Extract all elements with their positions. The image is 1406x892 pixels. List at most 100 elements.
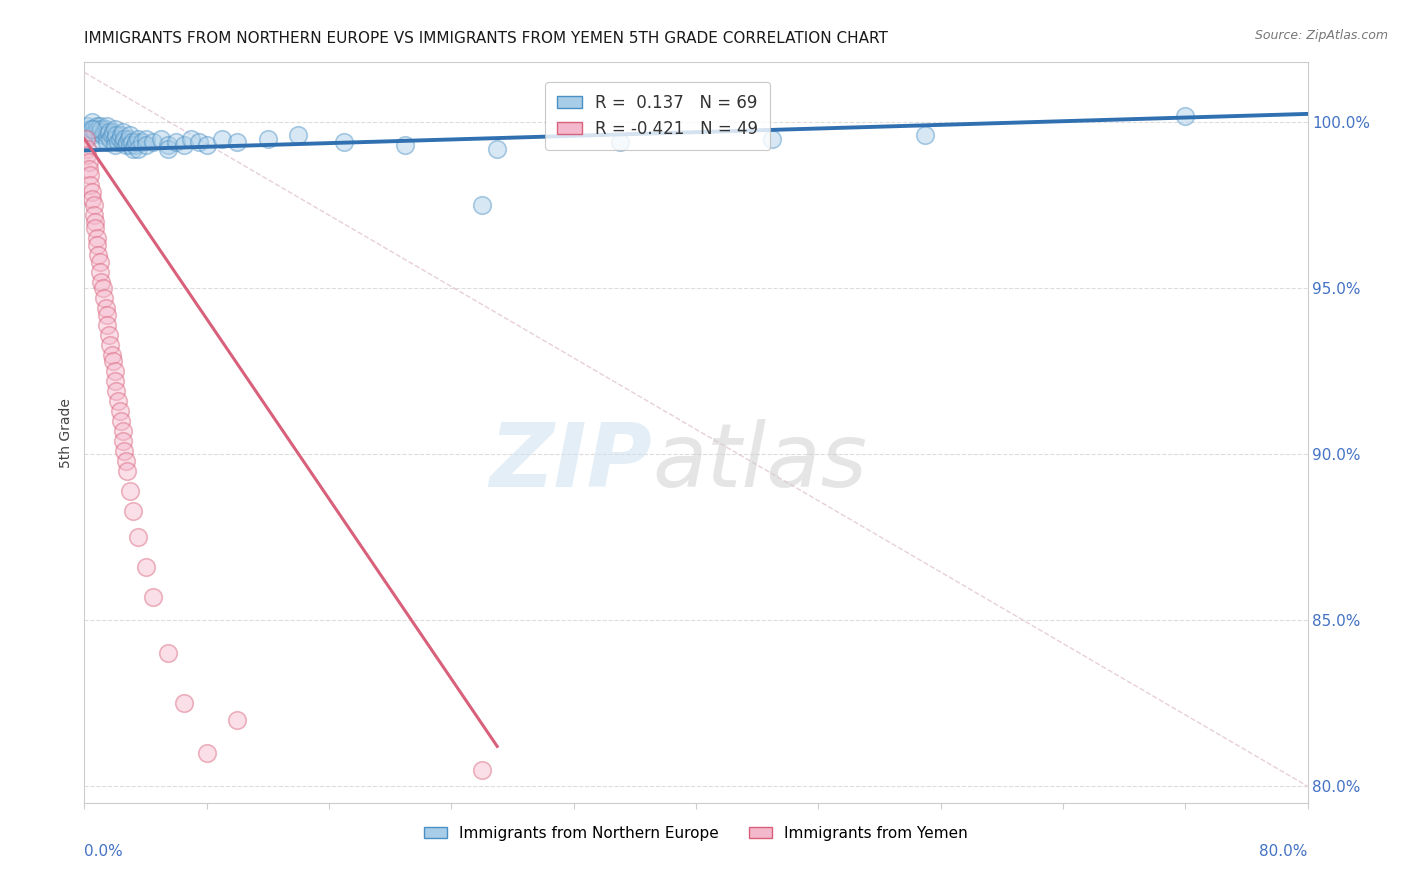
- Point: [120, 483, 142, 498]
- Point: [77, 155, 100, 169]
- Point: [142, 590, 165, 604]
- Point: [94, 121, 117, 136]
- Point: [94, 301, 117, 315]
- Point: [107, 135, 129, 149]
- Point: [149, 132, 172, 146]
- Point: [127, 142, 149, 156]
- Point: [111, 135, 134, 149]
- Point: [86, 231, 108, 245]
- Point: [104, 121, 127, 136]
- Point: [77, 125, 100, 139]
- Point: [609, 135, 631, 149]
- Point: [80, 128, 103, 143]
- Point: [110, 128, 132, 143]
- Point: [103, 125, 125, 139]
- Point: [84, 125, 107, 139]
- Point: [96, 318, 118, 332]
- Point: [98, 337, 121, 351]
- Point: [125, 135, 148, 149]
- Point: [91, 281, 114, 295]
- Point: [188, 135, 211, 149]
- Text: ZIP: ZIP: [489, 418, 652, 506]
- Point: [111, 125, 134, 139]
- Point: [165, 135, 187, 149]
- Text: Source: ZipAtlas.com: Source: ZipAtlas.com: [1254, 29, 1388, 43]
- Point: [108, 132, 131, 146]
- Point: [195, 746, 218, 760]
- Point: [394, 138, 416, 153]
- Point: [914, 128, 936, 143]
- Point: [90, 275, 112, 289]
- Point: [87, 248, 110, 262]
- Point: [112, 132, 135, 146]
- Point: [84, 215, 107, 229]
- Point: [107, 394, 129, 409]
- Point: [157, 142, 180, 156]
- Point: [105, 128, 128, 143]
- Point: [97, 125, 120, 139]
- Point: [76, 148, 98, 162]
- Point: [89, 119, 111, 133]
- Y-axis label: 5th Grade: 5th Grade: [59, 398, 73, 467]
- Point: [97, 327, 120, 342]
- Point: [108, 404, 131, 418]
- Point: [96, 128, 118, 143]
- Point: [131, 135, 153, 149]
- Point: [77, 161, 100, 176]
- Point: [96, 135, 118, 149]
- Point: [121, 135, 143, 149]
- Point: [127, 132, 149, 146]
- Point: [98, 132, 121, 146]
- Point: [120, 128, 142, 143]
- Point: [104, 364, 127, 378]
- Point: [114, 138, 136, 153]
- Point: [173, 138, 195, 153]
- Point: [142, 135, 165, 149]
- Point: [110, 414, 132, 428]
- Point: [111, 434, 134, 448]
- Point: [101, 128, 124, 143]
- Point: [90, 121, 112, 136]
- Point: [80, 115, 103, 129]
- Point: [226, 713, 249, 727]
- Point: [112, 443, 135, 458]
- Point: [211, 132, 233, 146]
- Point: [104, 132, 127, 146]
- Point: [180, 132, 202, 146]
- Point: [101, 348, 124, 362]
- Text: 80.0%: 80.0%: [1260, 844, 1308, 858]
- Point: [471, 198, 494, 212]
- Point: [287, 128, 309, 143]
- Point: [75, 132, 97, 146]
- Point: [80, 121, 103, 136]
- Point: [127, 530, 149, 544]
- Point: [486, 142, 509, 156]
- Point: [103, 354, 125, 368]
- Point: [114, 454, 136, 468]
- Point: [79, 169, 101, 183]
- Point: [257, 132, 280, 146]
- Point: [115, 464, 138, 478]
- Point: [76, 142, 98, 156]
- Point: [83, 198, 105, 212]
- Point: [1174, 109, 1197, 123]
- Point: [84, 221, 107, 235]
- Point: [761, 132, 783, 146]
- Point: [79, 121, 101, 136]
- Point: [104, 138, 127, 153]
- Point: [120, 138, 142, 153]
- Point: [471, 763, 494, 777]
- Point: [80, 185, 103, 199]
- Point: [111, 424, 134, 438]
- Point: [96, 119, 118, 133]
- Point: [80, 192, 103, 206]
- Point: [115, 135, 138, 149]
- Point: [86, 119, 108, 133]
- Text: IMMIGRANTS FROM NORTHERN EUROPE VS IMMIGRANTS FROM YEMEN 5TH GRADE CORRELATION C: IMMIGRANTS FROM NORTHERN EUROPE VS IMMIG…: [84, 31, 889, 46]
- Point: [93, 125, 115, 139]
- Point: [118, 132, 141, 146]
- Point: [157, 138, 180, 153]
- Point: [124, 138, 146, 153]
- Point: [333, 135, 356, 149]
- Point: [79, 178, 101, 193]
